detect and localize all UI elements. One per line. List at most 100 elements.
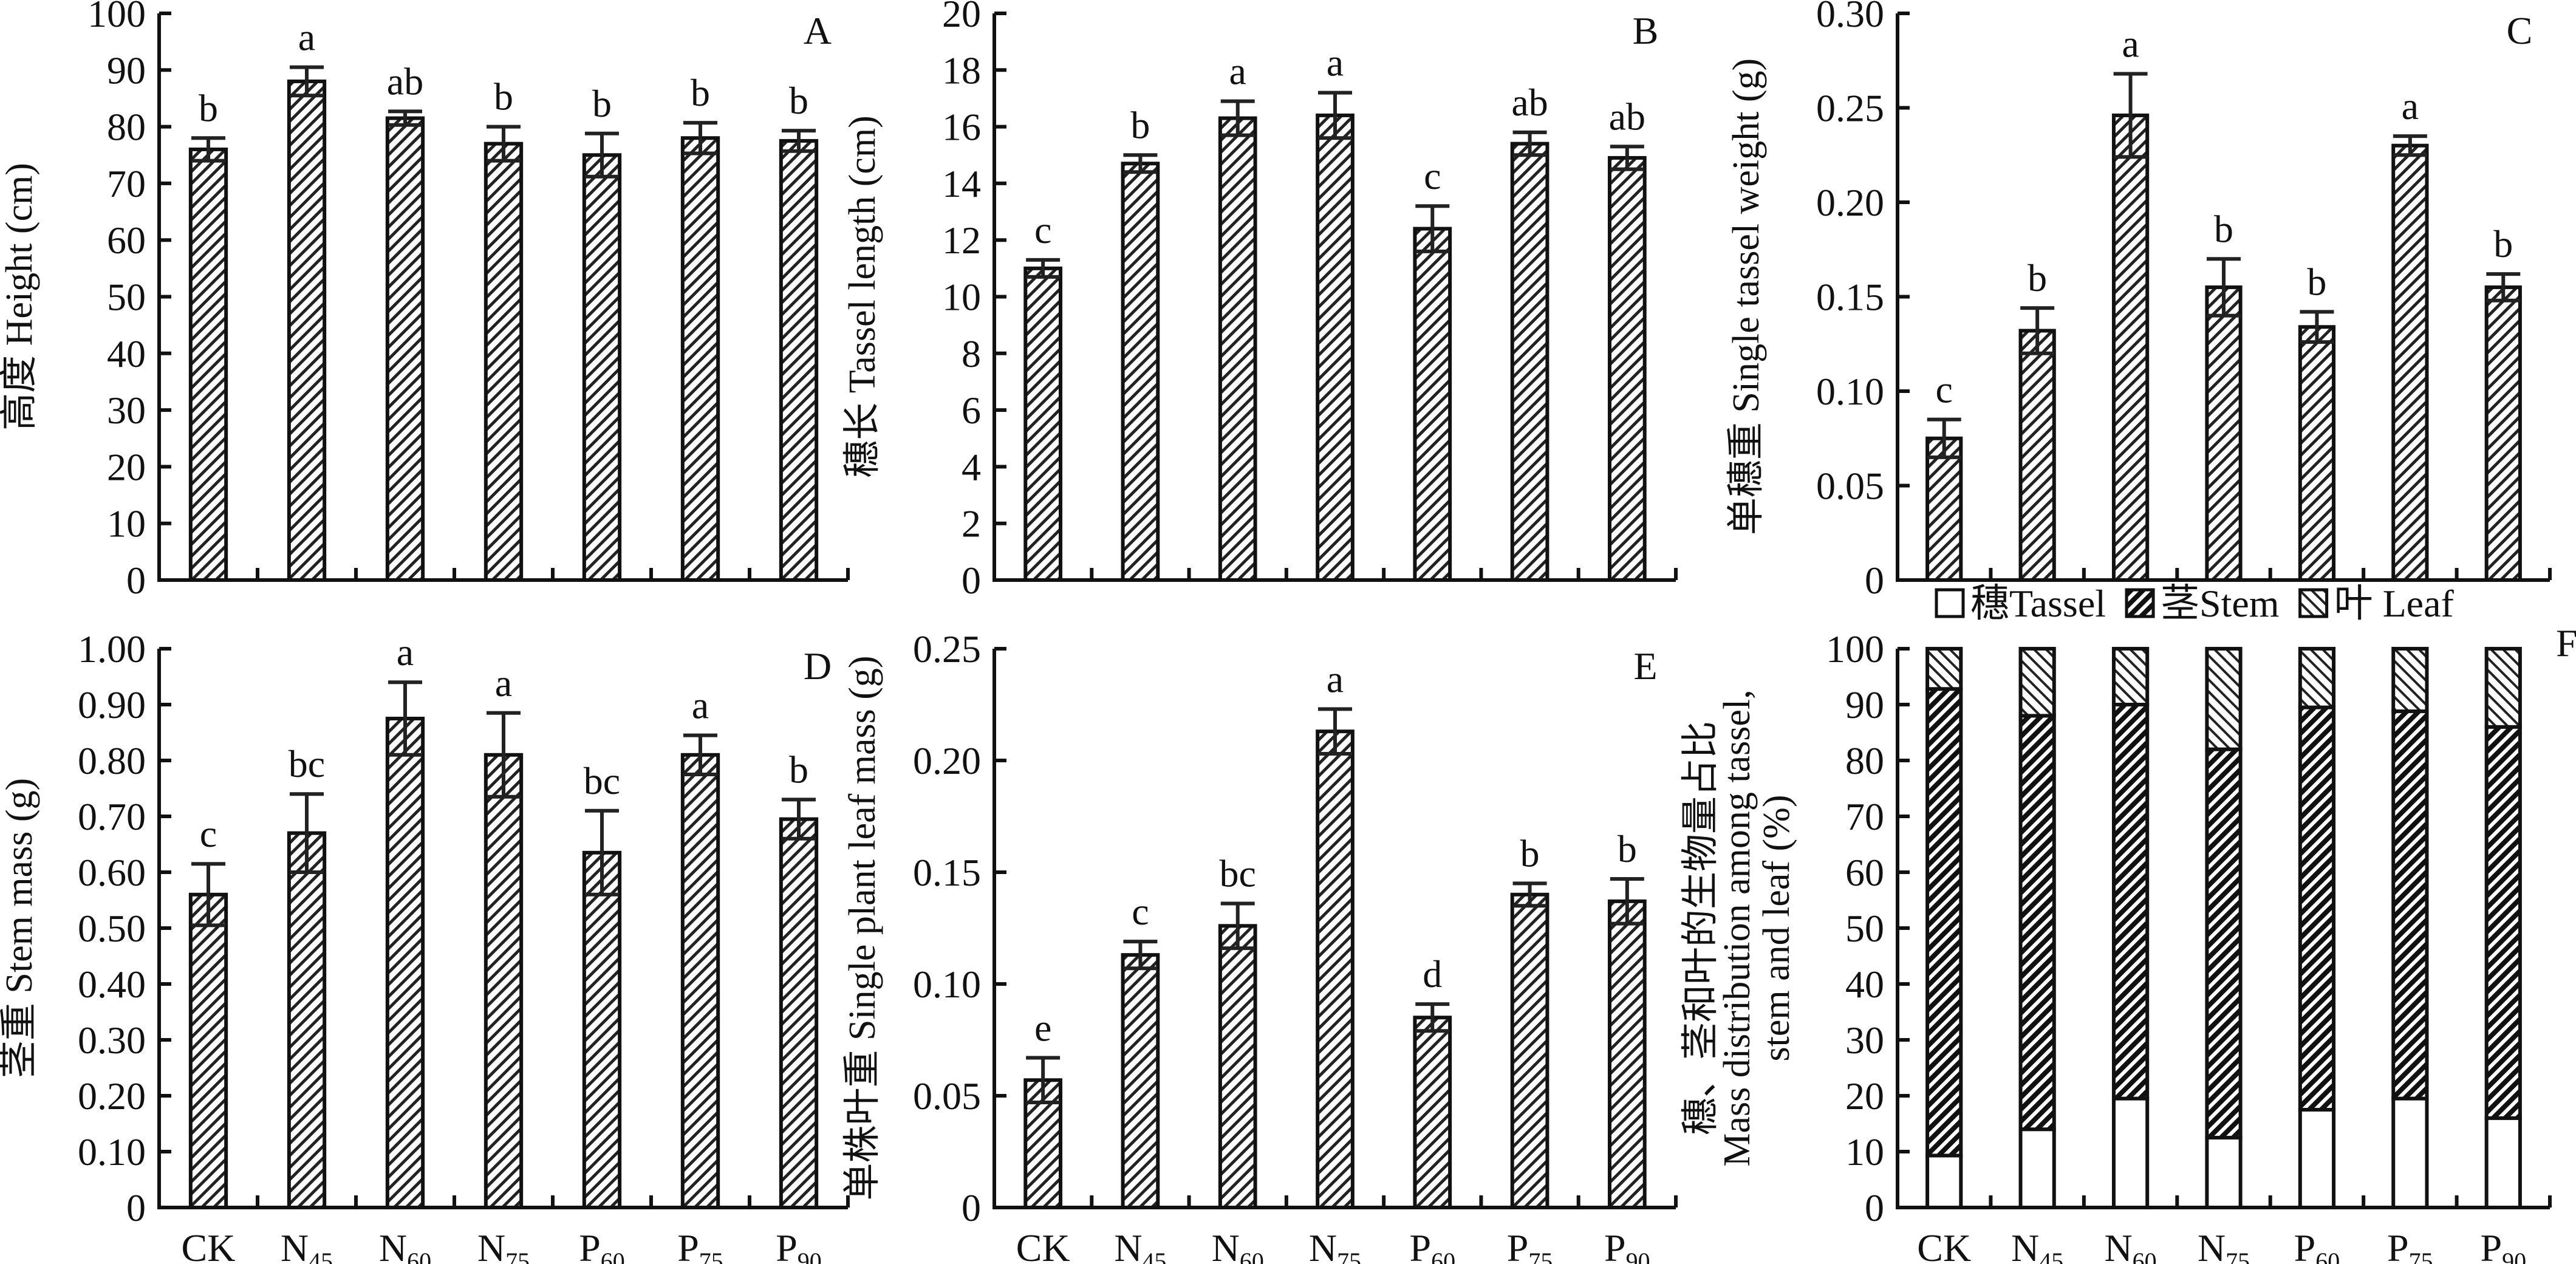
significance-letter: b	[199, 86, 218, 129]
bar	[2391, 143, 2429, 582]
x-tick-main: N	[2198, 1226, 2226, 1264]
stacked-bar-segment	[2298, 1108, 2336, 1209]
bar	[2205, 285, 2243, 582]
bar	[287, 831, 327, 1209]
x-tick-label: P60	[1409, 1226, 1455, 1264]
bar	[2111, 113, 2150, 582]
panel-label: B	[1633, 9, 1659, 52]
x-tick-main: N	[1309, 1226, 1337, 1264]
x-tick-sub: 60	[1240, 1248, 1264, 1264]
significance-letter: bc	[1220, 852, 1256, 895]
legend-item: 叶 Leaf	[2298, 582, 2455, 625]
y-tick-label: 0.25	[913, 627, 981, 671]
x-tick-label: P75	[677, 1226, 723, 1264]
y-tick-label: 70	[107, 162, 146, 205]
x-tick-label: P90	[1604, 1226, 1650, 1264]
bar	[188, 147, 228, 582]
legend-swatch	[1935, 588, 1965, 618]
x-tick-sub: 75	[505, 1248, 530, 1264]
bar	[1023, 266, 1062, 582]
x-tick-sub: 60	[601, 1248, 625, 1264]
y-tick-label: 16	[942, 106, 981, 149]
y-tick-label: 0	[126, 1186, 146, 1229]
y-tick-label: 4	[962, 445, 981, 488]
stacked-bar-segment	[1925, 687, 1963, 1158]
bar	[385, 116, 425, 582]
x-tick-main: P	[677, 1226, 699, 1264]
bar	[2018, 329, 2056, 582]
x-tick-sub: 45	[2039, 1248, 2063, 1264]
x-tick-main: N	[2104, 1226, 2132, 1264]
significance-letter: ab	[387, 60, 423, 103]
y-tick-label: 20	[107, 445, 146, 488]
x-tick-label: N45	[2011, 1226, 2063, 1264]
y-tick-label: 8	[962, 332, 981, 375]
legend-label: 穗Tassel	[1970, 582, 2106, 625]
y-tick-label: 1.00	[78, 627, 146, 671]
significance-letter: ab	[1511, 81, 1548, 124]
significance-letter: b	[2214, 207, 2233, 250]
x-tick-sub: 75	[1528, 1248, 1553, 1264]
x-tick-label: CK	[182, 1226, 236, 1264]
y-tick-label: 0.10	[1816, 370, 1884, 413]
significance-letter: b	[789, 748, 808, 791]
panel-E: eCKcN45bcN60aN75dP60bP75bP9000.050.100.1…	[842, 627, 1678, 1264]
y-tick-label: 12	[942, 219, 981, 262]
significance-letter: b	[1520, 832, 1540, 875]
x-tick-main: N	[2011, 1226, 2039, 1264]
y-tick-label: 20	[942, 0, 981, 35]
stacked-bar-segment	[2205, 747, 2243, 1139]
panel-C: c b a b b a b 0 0.05 0.10 0.15 0.20 0.25 0.30 单穗重 Sing…	[1726, 0, 2552, 602]
y-tick-label: 10	[1845, 1130, 1884, 1173]
x-tick-main: N	[477, 1226, 505, 1264]
significance-letter: b	[494, 75, 513, 118]
bar	[1316, 729, 1355, 1210]
x-tick-main: N	[281, 1226, 309, 1264]
y-tick-label: 0.20	[913, 739, 981, 782]
x-tick-label: N75	[2198, 1226, 2250, 1264]
y-tick-label: 0	[1865, 559, 1884, 602]
x-tick-label: P75	[1507, 1226, 1553, 1264]
y-tick-label: 0.80	[78, 739, 146, 782]
y-tick-label: 0	[126, 559, 146, 602]
y-tick-label: 0.10	[78, 1130, 146, 1173]
y-tick-label: 90	[1845, 683, 1884, 726]
x-tick-main: P	[579, 1226, 601, 1264]
bar	[483, 142, 524, 582]
significance-letter: e	[1034, 1006, 1051, 1049]
bar	[680, 753, 720, 1210]
y-tick-label: 60	[107, 219, 146, 262]
stacked-bar-segment	[2111, 647, 2150, 706]
panel-label: C	[2507, 9, 2533, 52]
bar	[385, 717, 425, 1209]
y-tick-label: 30	[107, 389, 146, 432]
panel-D: cCKbcN45aN60aN75bcP60aP75bP9000.100.200.…	[0, 627, 850, 1264]
x-tick-main: CK	[1917, 1226, 1971, 1264]
bar	[582, 153, 622, 582]
significance-letter: a	[1327, 657, 1344, 700]
y-tick-label: 50	[107, 276, 146, 319]
y-tick-label: 0.15	[913, 851, 981, 894]
stacked-bar-segment	[2391, 709, 2429, 1101]
y-tick-label: 0	[1865, 1186, 1884, 1229]
legend-label: 茎Stem	[2161, 582, 2280, 625]
stacked-bar-segment	[1925, 647, 1963, 691]
x-tick-sub: 60	[407, 1248, 431, 1264]
bar	[1608, 899, 1647, 1209]
x-tick-main: CK	[1016, 1226, 1070, 1264]
significance-letter: d	[1423, 952, 1442, 996]
y-axis-label: 穗长 Tassel length (cm)	[842, 115, 883, 478]
stacked-bar-segment	[2298, 647, 2336, 709]
panel-label: A	[804, 9, 832, 52]
y-tick-label: 0.50	[78, 907, 146, 950]
stacked-bar-segment	[2111, 1096, 2150, 1209]
y-tick-label: 80	[107, 106, 146, 149]
x-tick-label: P90	[776, 1226, 822, 1264]
x-tick-label: CK	[1016, 1226, 1070, 1264]
significance-letter: b	[2028, 256, 2047, 299]
stacked-bar-segment	[2391, 1096, 2429, 1209]
y-axis-label: 高度 Height (cm)	[0, 163, 40, 431]
x-tick-main: N	[1212, 1226, 1240, 1264]
x-tick-sub: 60	[1431, 1248, 1455, 1264]
